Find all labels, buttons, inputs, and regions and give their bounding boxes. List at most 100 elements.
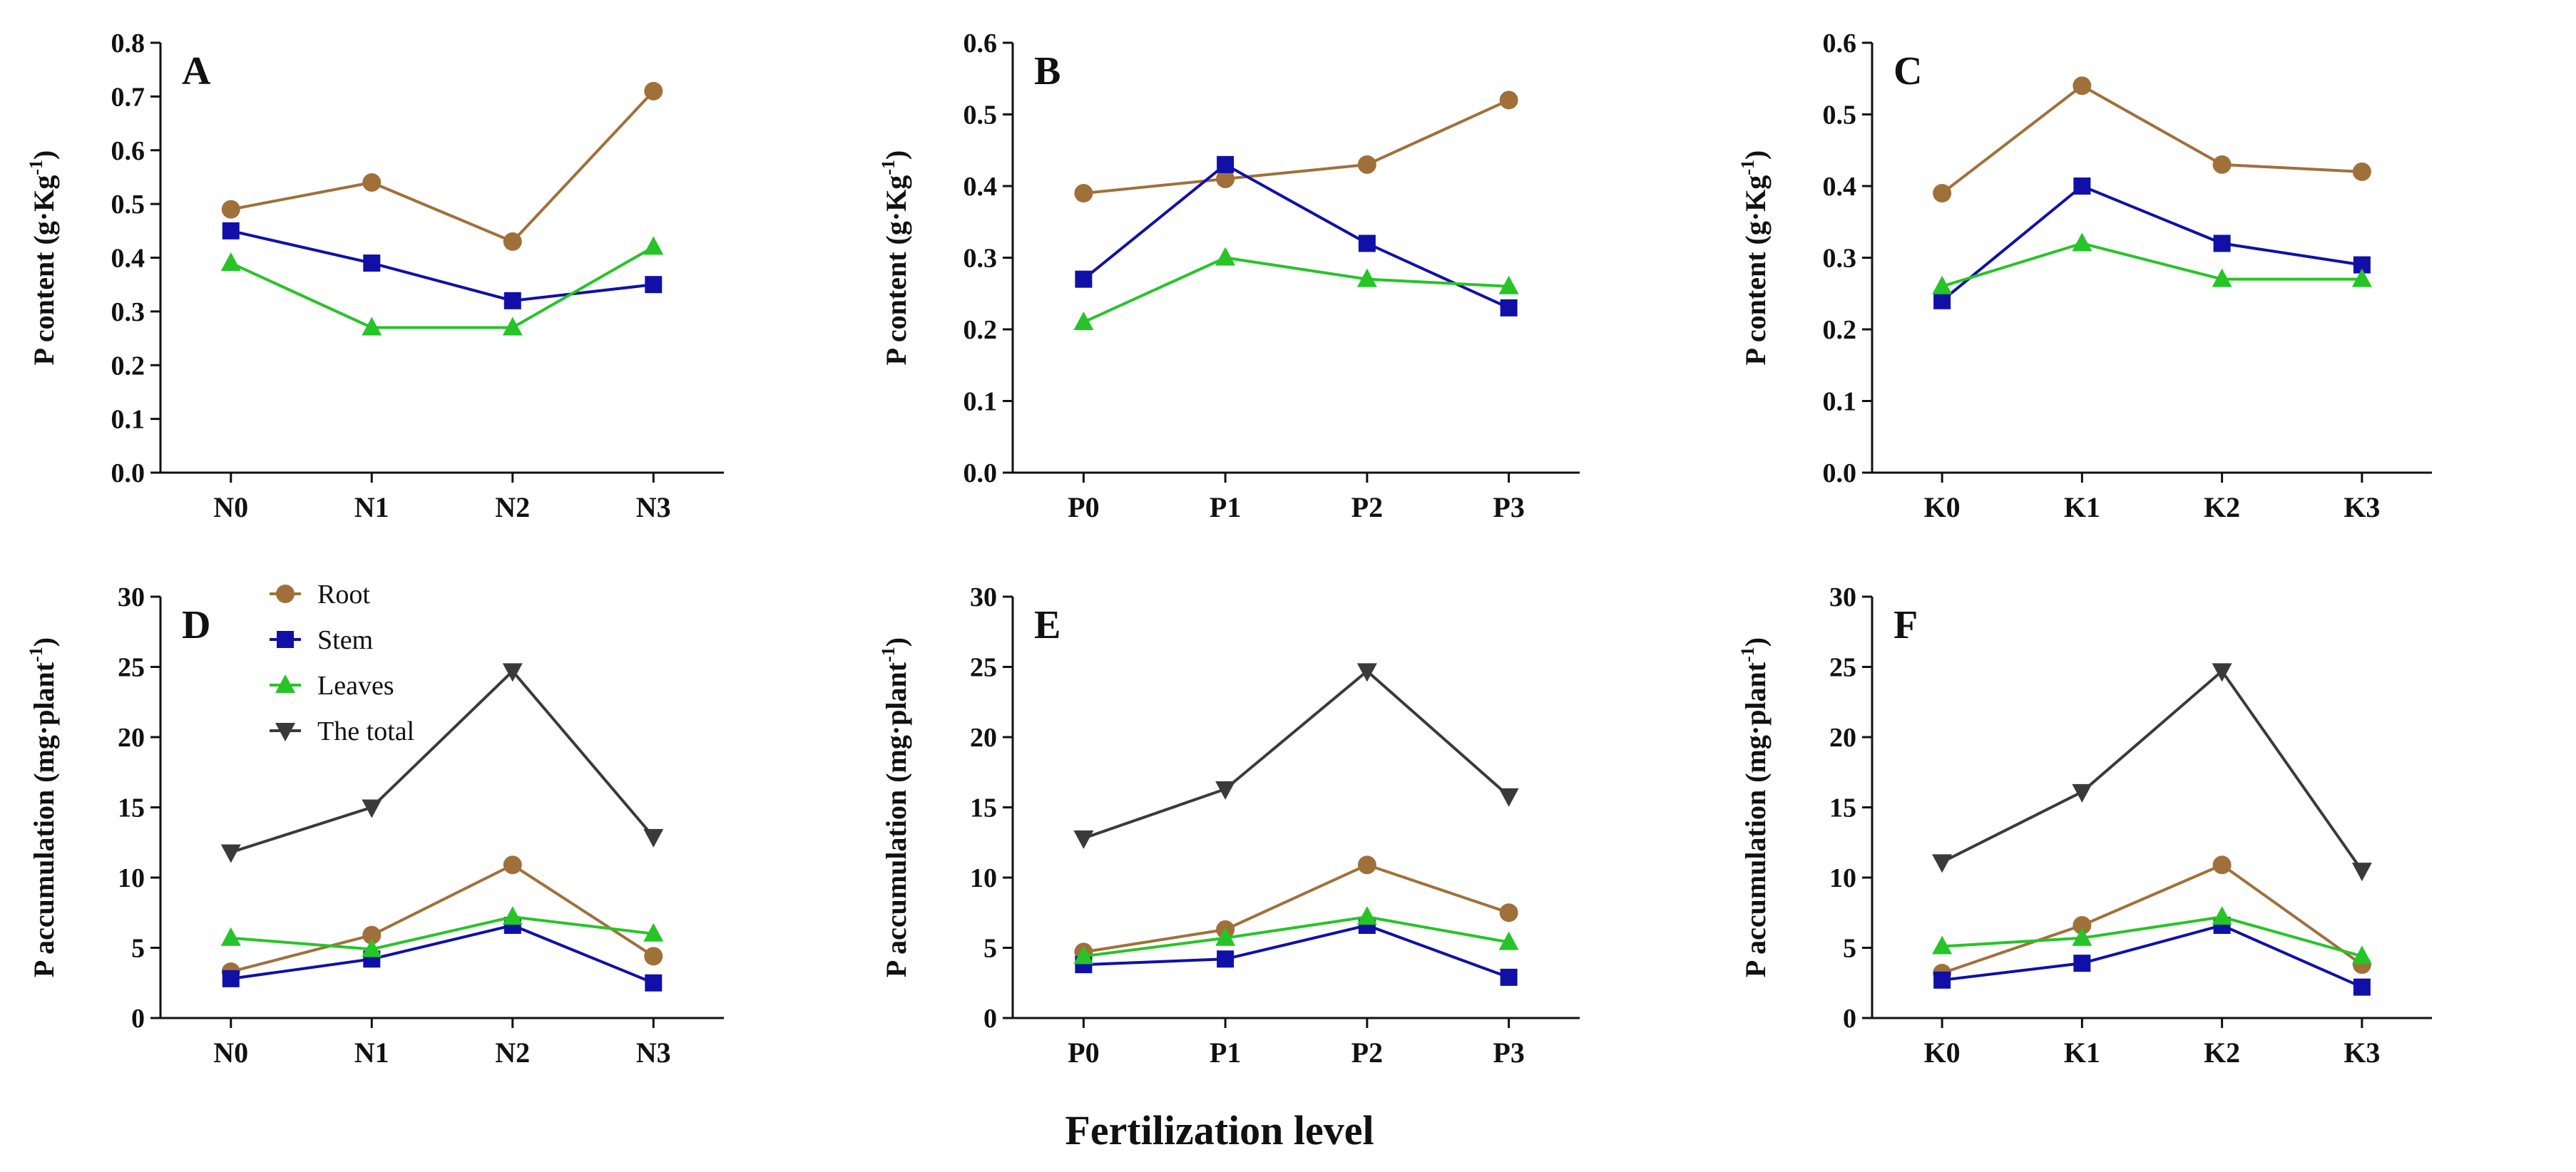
data-point-the-total: [2212, 663, 2232, 682]
data-point-the-total: [502, 663, 523, 682]
x-tick-label: P0: [1068, 491, 1099, 523]
x-tick-label: P3: [1493, 491, 1524, 523]
legend-marker: [277, 631, 294, 648]
data-point-stem: [1217, 155, 1235, 173]
y-tick-label: 25: [1829, 653, 1856, 683]
series-line-root: [1941, 863, 2363, 975]
series-line-leaves: [230, 915, 654, 951]
data-point-leaves: [2212, 906, 2232, 925]
data-point-leaves: [362, 938, 382, 957]
y-tick-label: 20: [1829, 723, 1856, 753]
y-tick-label: 0.1: [111, 405, 145, 435]
series-the-total: [220, 663, 664, 863]
y-tick-label: 0.2: [964, 315, 998, 345]
legend-label: Leaves: [317, 671, 394, 701]
series-line-root: [1083, 98, 1510, 195]
chart-panel-d: 0 5 10 15 20 25 30 N0 N1 N2 N3 P accumulation (mg·p…: [26, 582, 724, 1069]
panel-letter: C: [1893, 49, 1922, 93]
data-point-the-total: [643, 828, 664, 848]
y-tick-label: 10: [970, 863, 997, 893]
x-tick-label: K3: [2344, 1037, 2380, 1069]
data-point-root: [644, 81, 663, 101]
panel-letter: A: [182, 49, 211, 93]
data-point-stem: [645, 974, 663, 992]
y-tick-label: 0.0: [111, 458, 145, 488]
data-point-stem: [222, 970, 240, 987]
y-axis-title-text: P content (g·Kg: [28, 175, 60, 366]
y-axis-title-superscript: -1: [1737, 160, 1758, 175]
series-the-total: [1932, 663, 2372, 882]
x-tick-label: K2: [2204, 1037, 2240, 1069]
data-point-root: [221, 200, 240, 219]
data-point-root: [362, 173, 382, 192]
y-axis-title-close: ): [1739, 150, 1772, 160]
data-point-stem: [222, 222, 240, 240]
y-tick-label: 0.0: [964, 458, 998, 488]
y-axis-title-text: P content (g·Kg: [880, 175, 912, 366]
x-tick-label: N3: [636, 1037, 671, 1069]
series-line-the-total: [1941, 669, 2363, 872]
series-line-leaves: [1941, 242, 2362, 288]
x-tick-label: N0: [213, 1037, 248, 1069]
y-axis-title-superscript: -1: [26, 647, 46, 662]
y-tick-label: 15: [1829, 793, 1856, 823]
data-point-leaves: [2072, 232, 2092, 252]
chart-panel-a: 0.0 0.1 0.2 0.3 0.4 0.5 0.6 0.7 0.8 N0 N1 N2 N3 P con…: [26, 29, 724, 523]
data-point-leaves: [1356, 906, 1377, 925]
series-root: [1074, 91, 1518, 203]
series-line-stem: [1941, 184, 2363, 302]
y-tick-label: 0.8: [111, 29, 145, 58]
data-point-root: [1216, 169, 1235, 188]
data-point-root: [2212, 855, 2232, 875]
y-axis-title: P content (g·Kg-1): [1737, 150, 1772, 366]
y-tick-label: 15: [118, 793, 145, 823]
y-axis-title: P accumulation (mg·plant-1): [26, 637, 60, 977]
data-point-the-total: [2351, 863, 2372, 882]
data-point-leaves: [1498, 931, 1519, 950]
series-stem: [222, 222, 663, 309]
y-tick-label: 25: [970, 653, 997, 683]
data-point-leaves: [1073, 311, 1094, 330]
data-point-stem: [1500, 968, 1518, 986]
series-stem: [1075, 155, 1518, 317]
data-point-root: [503, 855, 522, 875]
y-tick-label: 0.5: [964, 101, 998, 130]
data-point-the-total: [362, 799, 382, 818]
series-line-stem: [1083, 923, 1510, 979]
y-tick-label: 5: [131, 934, 145, 964]
series-line-stem: [230, 923, 655, 985]
legend-marker: [275, 674, 295, 693]
legend-marker: [275, 723, 295, 741]
series-leaves: [1073, 247, 1519, 330]
y-axis-title-superscript: -1: [1737, 647, 1758, 662]
data-point-the-total: [2072, 783, 2092, 803]
y-tick-label: 0.3: [964, 244, 998, 274]
chart-panel-e: 0 5 10 15 20 25 30 P0 P1 P2 P3 P accumulation (mg·p…: [878, 582, 1580, 1069]
series-line-leaves: [1083, 256, 1509, 324]
panel-letter: D: [182, 603, 210, 647]
y-axis-title-text: P accumulation (mg·plant: [28, 662, 60, 977]
data-point-leaves: [1498, 275, 1519, 294]
y-tick-label: 0.3: [111, 297, 145, 327]
data-point-leaves: [1932, 275, 1953, 294]
x-tick-label: N1: [354, 1037, 389, 1069]
y-tick-label: 5: [983, 934, 997, 964]
legend-item-root: Root: [270, 580, 370, 610]
y-tick-label: 25: [118, 653, 145, 683]
y-axis-title-close: ): [28, 637, 60, 647]
y-axis-title: P content (g·Kg-1): [878, 150, 912, 366]
y-tick-label: 0.1: [964, 387, 998, 417]
panel-letter: B: [1034, 49, 1060, 93]
data-point-stem: [1075, 270, 1093, 288]
data-point-leaves: [1215, 247, 1236, 266]
data-point-root: [1074, 184, 1093, 203]
data-point-leaves: [220, 252, 241, 272]
data-point-stem: [2213, 235, 2231, 252]
x-tick-label: P2: [1351, 491, 1383, 523]
data-point-stem: [1933, 292, 1951, 309]
x-tick-label: K3: [2344, 491, 2380, 523]
data-point-root: [2072, 915, 2092, 935]
data-point-leaves: [362, 317, 382, 336]
data-point-root: [1357, 155, 1376, 174]
y-axis-title-superscript: -1: [878, 647, 899, 662]
